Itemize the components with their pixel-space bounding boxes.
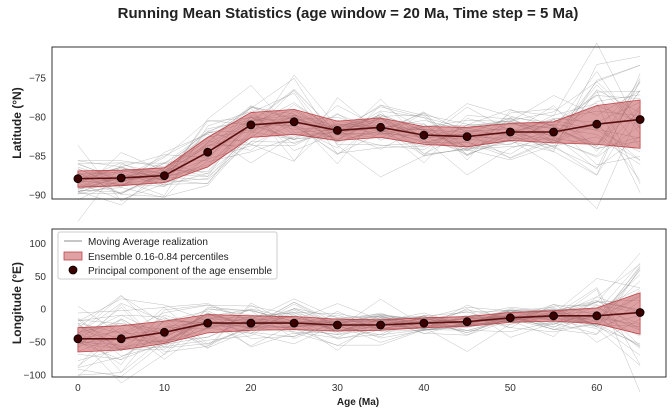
longitude-point xyxy=(549,311,558,321)
longitude-mean-line xyxy=(77,311,641,340)
longitude-point xyxy=(159,327,169,337)
latitude-point xyxy=(419,130,429,140)
longitude-point xyxy=(246,318,256,328)
latitude-axes-frame xyxy=(51,46,667,200)
figure-title: Running Mean Statistics (age window = 20… xyxy=(118,5,579,22)
latitude-ylabel: Latitude (°N) xyxy=(10,87,24,158)
latitude-ytick-label: −80 xyxy=(29,113,46,124)
latitude-point xyxy=(549,127,558,137)
latitude-point xyxy=(376,122,386,132)
longitude-ytick-label: 100 xyxy=(29,239,46,250)
latitude-band-area xyxy=(77,99,641,188)
legend-box xyxy=(57,231,278,280)
longitude-point xyxy=(116,334,126,344)
latitude-point xyxy=(462,132,472,142)
latitude-point xyxy=(635,115,645,124)
longitude-point xyxy=(419,318,429,328)
latitude-y-ticks: −90 −85 −80 −75 xyxy=(29,74,46,202)
longitude-xtick-label: 30 xyxy=(332,383,344,394)
longitude-point xyxy=(376,320,386,330)
longitude-point xyxy=(203,318,213,328)
latitude-point xyxy=(289,117,299,127)
latitude-point xyxy=(246,120,256,130)
longitude-ytick-label: −50 xyxy=(29,338,46,349)
latitude-ytick-label: −75 xyxy=(29,74,46,85)
latitude-percentile-band xyxy=(77,99,641,188)
longitude-xtick-label: 40 xyxy=(418,383,430,394)
longitude-panel: −100 −50 0 50 100 0 10 20 30 40 50 60 Longitude (°… xyxy=(10,228,667,408)
latitude-point xyxy=(73,174,83,184)
longitude-realization-line xyxy=(77,298,641,346)
latitude-realization-line xyxy=(77,102,641,201)
legend-label-percentiles: Ensemble 0.16-0.84 percentiles xyxy=(88,252,229,263)
longitude-point xyxy=(289,318,299,328)
longitude-point xyxy=(332,320,342,330)
latitude-point xyxy=(592,119,602,129)
longitude-band-area xyxy=(77,292,641,353)
longitude-xtick-label: 0 xyxy=(75,383,81,394)
longitude-xtick-label: 60 xyxy=(591,383,603,394)
longitude-point xyxy=(635,308,645,317)
longitude-axes-frame xyxy=(51,228,667,378)
longitude-y-ticks: −100 −50 0 50 100 xyxy=(23,239,46,382)
latitude-point xyxy=(203,147,213,157)
legend-dot-swatch xyxy=(68,265,78,275)
x-axis-label: Age (Ma) xyxy=(337,397,379,408)
longitude-percentile-band xyxy=(77,292,641,353)
longitude-xtick-label: 50 xyxy=(505,383,517,394)
legend-band-swatch xyxy=(63,251,83,261)
latitude-ytick-label: −90 xyxy=(29,191,46,202)
legend-label-principal: Principal component of the age ensemble xyxy=(88,266,272,277)
latitude-points xyxy=(73,115,645,184)
longitude-xtick-label: 20 xyxy=(245,383,257,394)
longitude-ytick-label: 50 xyxy=(35,272,47,283)
longitude-ytick-label: −100 xyxy=(23,371,46,382)
longitude-xtick-label: 10 xyxy=(159,383,171,394)
latitude-point xyxy=(505,127,515,137)
legend-label-realization: Moving Average realization xyxy=(88,237,208,248)
longitude-ytick-label: 0 xyxy=(40,305,46,316)
latitude-point xyxy=(332,125,342,135)
legend: Moving Average realization Ensemble 0.16… xyxy=(57,231,278,280)
latitude-point xyxy=(159,171,169,181)
longitude-series-line xyxy=(77,311,641,340)
latitude-point xyxy=(116,173,126,183)
longitude-points xyxy=(73,308,645,344)
longitude-point xyxy=(462,317,472,327)
longitude-point xyxy=(592,311,602,321)
longitude-point xyxy=(505,313,515,323)
latitude-mean-line xyxy=(77,118,641,180)
longitude-point xyxy=(73,334,83,344)
longitude-x-ticks: 0 10 20 30 40 50 60 xyxy=(75,383,603,394)
latitude-panel: −90 −85 −80 −75 Latitude (°N) xyxy=(10,42,667,222)
latitude-series-line xyxy=(77,118,641,180)
latitude-ytick-label: −85 xyxy=(29,152,46,163)
longitude-ylabel: Longitude (°E) xyxy=(10,262,24,344)
